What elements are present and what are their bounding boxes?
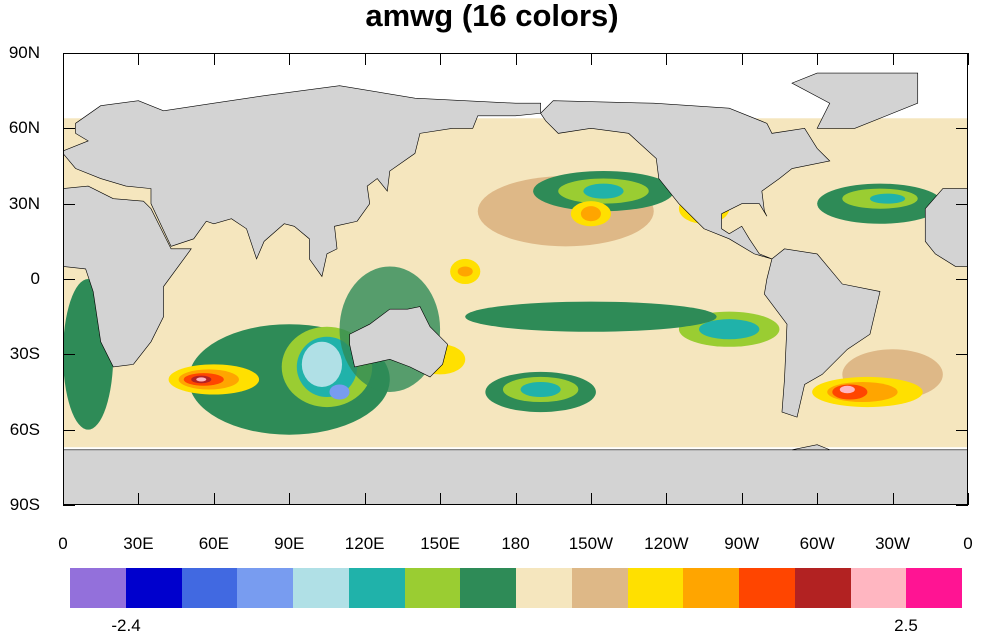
colorbar-swatch <box>348 568 405 608</box>
lat-label: 60N <box>8 118 40 138</box>
greenland <box>791 72 919 129</box>
lat-label: 60S <box>9 419 40 439</box>
lon-tick <box>63 493 64 505</box>
south-america <box>764 248 881 418</box>
lat-label: 90N <box>8 43 40 62</box>
lon-tick <box>289 493 291 505</box>
lat-tick <box>63 53 75 54</box>
colorbar-swatch <box>906 568 962 608</box>
antarctic-peninsula <box>791 444 830 451</box>
lon-tick <box>289 53 291 65</box>
eurasia <box>63 85 541 278</box>
colorbar <box>70 568 962 608</box>
colorbar-swatch <box>794 568 851 608</box>
lat-label: 30N <box>8 193 40 213</box>
colorbar-label-max: 2.5 <box>894 616 918 635</box>
lat-tick <box>956 354 968 356</box>
lon-tick <box>138 53 140 65</box>
africa-east <box>63 185 192 368</box>
lon-tick <box>741 493 743 505</box>
lon-tick <box>892 53 894 65</box>
lat-tick <box>956 128 968 130</box>
australia <box>349 306 448 378</box>
land-masses <box>63 72 968 505</box>
lat-tick <box>63 203 75 205</box>
lon-tick <box>138 493 140 505</box>
lat-tick <box>63 279 75 280</box>
lat-tick <box>63 354 75 356</box>
lon-label: 30E <box>123 534 154 553</box>
lon-tick <box>590 493 592 505</box>
colorbar-swatch <box>404 568 461 608</box>
lat-tick <box>63 128 75 130</box>
lat-tick <box>63 505 75 506</box>
lat-tick <box>956 279 968 280</box>
lon-label: 120E <box>344 534 385 553</box>
lat-tick <box>956 429 968 431</box>
lon-label: 0 <box>963 534 973 553</box>
colorbar-swatch <box>739 568 795 608</box>
colorbar-swatch <box>237 568 293 608</box>
colorbar-swatch <box>293 568 349 608</box>
lat-tick <box>956 53 968 54</box>
lon-tick <box>968 493 969 505</box>
lon-tick <box>63 53 64 65</box>
lon-label: 180 <box>501 534 530 553</box>
lon-label: 90E <box>274 534 305 553</box>
lon-tick <box>741 53 743 65</box>
lon-tick <box>515 53 517 65</box>
colorbar-swatch <box>850 568 907 608</box>
colorbar-swatch <box>627 568 684 608</box>
lon-tick <box>666 53 668 65</box>
colorbar-swatch <box>571 568 628 608</box>
lon-tick <box>590 53 592 65</box>
lat-tick <box>956 203 968 205</box>
lon-label: 90W <box>724 534 760 553</box>
lon-tick <box>968 53 969 65</box>
lon-tick <box>364 493 366 505</box>
lon-tick <box>666 493 668 505</box>
lon-label: 60W <box>799 534 835 553</box>
anomaly-contours <box>63 171 943 485</box>
world-map <box>63 53 968 505</box>
colorbar-swatch <box>181 568 238 608</box>
lon-tick <box>817 493 819 505</box>
lon-label: 150W <box>568 534 614 553</box>
lon-tick <box>515 493 517 505</box>
colorbar-swatch <box>460 568 516 608</box>
north-america <box>540 100 831 260</box>
lat-tick <box>956 505 968 506</box>
lon-tick <box>440 493 442 505</box>
lon-label: 150E <box>420 534 460 553</box>
lon-tick <box>364 53 366 65</box>
colorbar-swatch <box>683 568 739 608</box>
lon-tick <box>213 53 215 65</box>
lon-tick <box>440 53 442 65</box>
colorbar-label-min: -2.4 <box>111 616 141 635</box>
lon-label: 60E <box>198 534 229 553</box>
lon-tick <box>817 53 819 65</box>
lon-label: 30W <box>875 534 911 553</box>
plot-title: amwg (16 colors) <box>365 0 619 33</box>
africa-west <box>924 188 968 267</box>
lon-label: 0 <box>58 534 68 553</box>
lat-label: 30S <box>9 344 40 364</box>
lon-label: 120W <box>644 534 689 553</box>
colorbar-swatch <box>125 568 182 608</box>
lon-tick <box>213 493 215 505</box>
lat-label: 90S <box>9 495 40 514</box>
colorbar-swatch <box>516 568 572 608</box>
lon-tick <box>892 493 894 505</box>
lat-tick <box>63 429 75 431</box>
colorbar-swatch <box>70 568 126 608</box>
antarctica <box>63 449 968 505</box>
lat-label: 0 <box>30 269 40 288</box>
